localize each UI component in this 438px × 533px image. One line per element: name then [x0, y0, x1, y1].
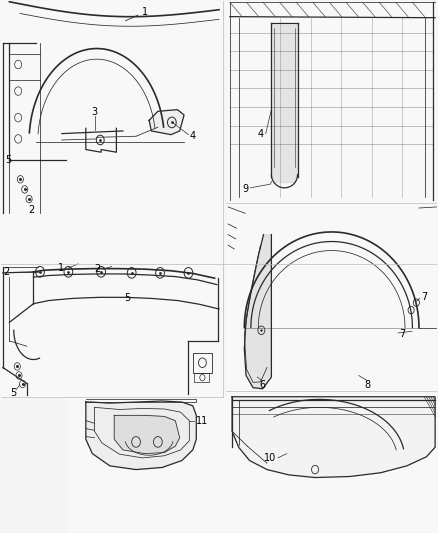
Text: 8: 8: [364, 379, 371, 390]
Text: 3: 3: [92, 107, 98, 117]
Text: 5: 5: [10, 388, 16, 398]
Text: 2: 2: [28, 205, 34, 215]
Text: 10: 10: [265, 453, 277, 463]
Text: 1: 1: [142, 7, 148, 18]
Text: 2: 2: [94, 264, 100, 274]
Text: 4: 4: [258, 128, 264, 139]
Bar: [68, 397, 226, 532]
Bar: [194, 373, 209, 382]
Polygon shape: [232, 397, 435, 478]
Bar: [1, 264, 223, 397]
Bar: [226, 203, 437, 391]
Text: 1: 1: [58, 263, 64, 273]
Polygon shape: [86, 401, 196, 470]
Bar: [1, 1, 223, 266]
Text: 11: 11: [196, 416, 208, 426]
Polygon shape: [272, 23, 297, 182]
Text: 7: 7: [399, 329, 406, 339]
Text: 6: 6: [260, 379, 266, 390]
Text: 2: 2: [3, 267, 10, 277]
Bar: [226, 391, 437, 532]
Polygon shape: [149, 110, 184, 135]
Text: 4: 4: [190, 131, 196, 141]
Polygon shape: [244, 235, 272, 389]
Text: 5: 5: [5, 155, 12, 165]
Bar: [226, 1, 437, 203]
Text: 9: 9: [242, 184, 248, 195]
Text: 7: 7: [421, 292, 427, 302]
Bar: [193, 353, 212, 373]
Polygon shape: [114, 415, 180, 454]
Text: 5: 5: [124, 293, 131, 303]
